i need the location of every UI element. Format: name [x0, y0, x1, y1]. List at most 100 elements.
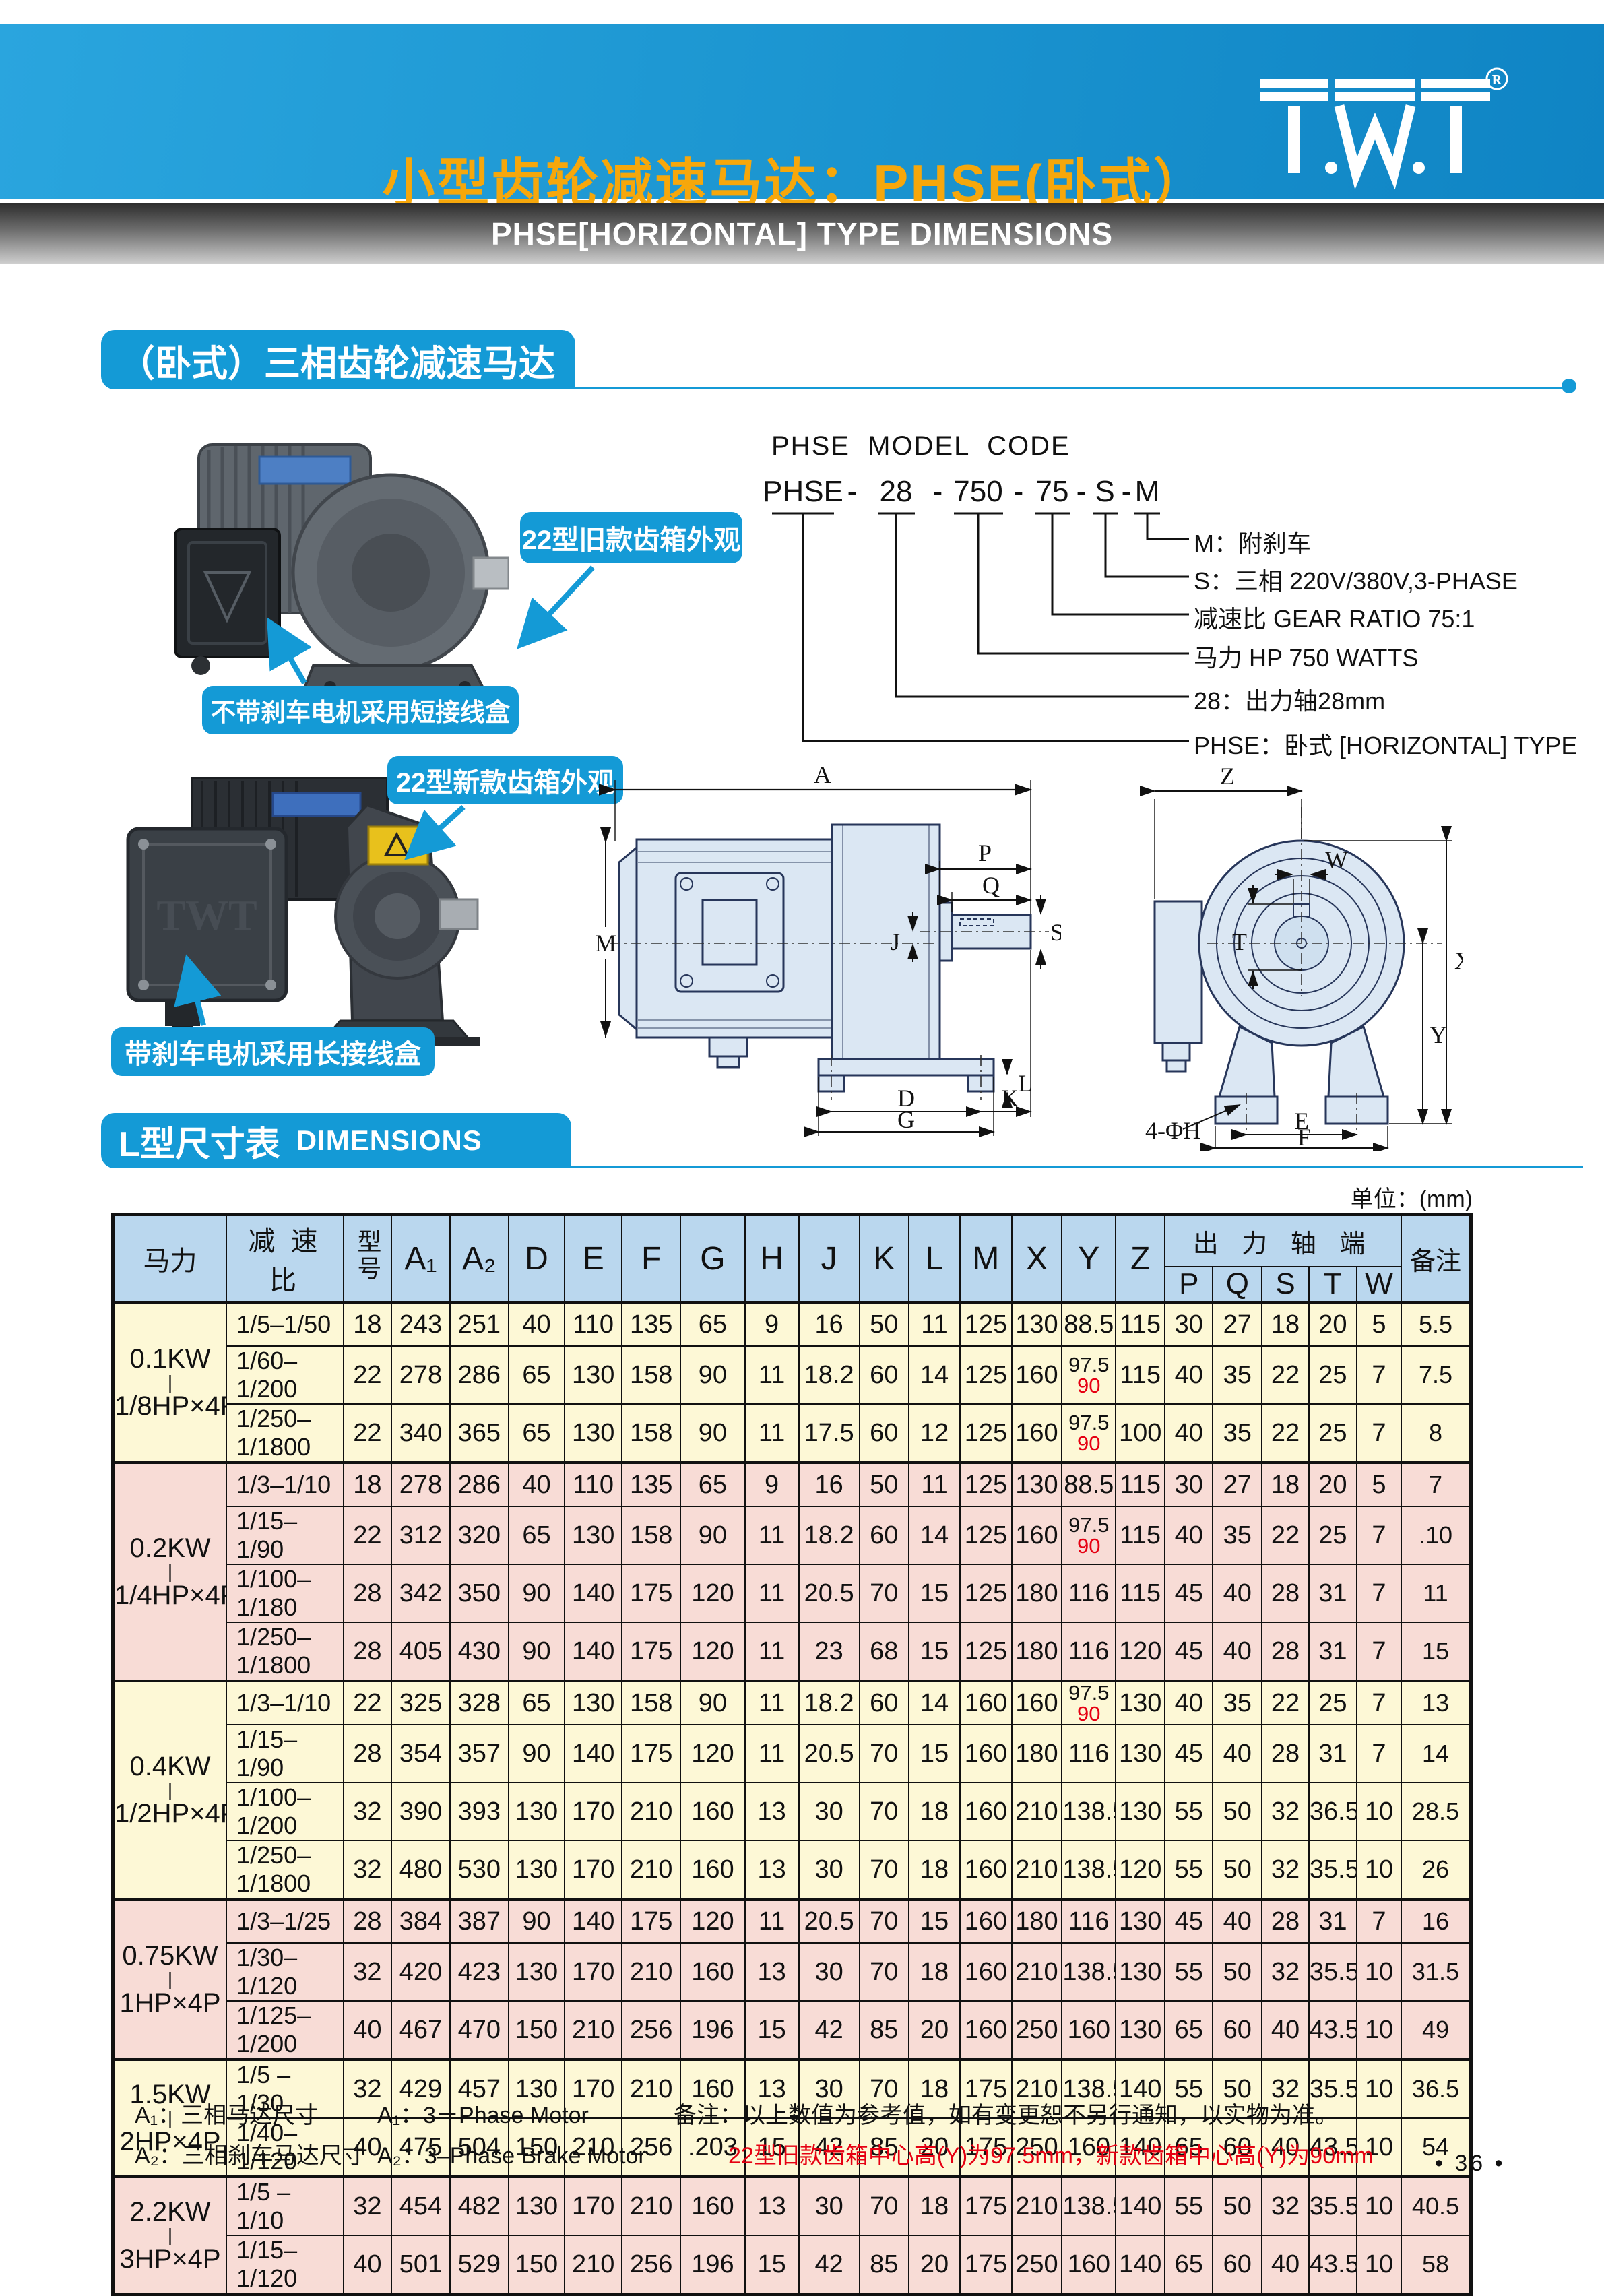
table-cell: 32 — [1261, 1782, 1310, 1841]
table-cell: 22 — [342, 1506, 392, 1565]
table-cell: 85 — [858, 2235, 909, 2295]
model-code-label-shaft: 28：出力轴28mm — [1194, 687, 1386, 715]
table-cell: 13 — [744, 1840, 800, 1900]
table-cell: 130 — [1115, 1680, 1166, 1725]
header-col-H: H — [744, 1213, 800, 1303]
table-cell: 13 — [744, 1942, 800, 2002]
table-cell: 251 — [449, 1301, 509, 1347]
table-cell: 116 — [1061, 1564, 1117, 1623]
table-cell: 130 — [1115, 1898, 1166, 1944]
table-cell: 286 — [449, 1461, 509, 1507]
table-cell: 70 — [858, 1564, 909, 1623]
table-cell: 35 — [1212, 1506, 1263, 1565]
table-cell: 15 — [907, 1898, 961, 1944]
table-cell: 467 — [390, 2000, 451, 2060]
table-cell: 470 — [449, 2000, 509, 2060]
table-cell: 1/250–1/1800 — [226, 1403, 344, 1463]
header-shaft-group: 出 力 轴 端 — [1164, 1213, 1402, 1267]
table-cell: 40 — [507, 1301, 566, 1347]
dim-table-body: 0.1KW | 1/8HP×4P 1/5–1/50 18 243 251 40 110 135 65… — [112, 1301, 1472, 2295]
table-cell: 158 — [621, 1345, 682, 1405]
table-cell: 175 — [621, 1564, 682, 1623]
table-cell: 130 — [564, 1403, 623, 1463]
banner: R 小型齿轮减速马达：PHSE(卧式） — [0, 24, 1604, 213]
header-col-A2: A₂ — [449, 1213, 509, 1303]
table-cell: 175 — [959, 2117, 1013, 2177]
table-cell: 125 — [959, 1461, 1013, 1507]
table-cell: 40 — [1212, 1724, 1263, 1783]
table-cell: 420 — [390, 1942, 451, 2002]
table-cell: 60 — [1212, 2117, 1263, 2177]
table-cell: 120 — [1115, 1840, 1166, 1900]
table-cell: 7 — [1356, 1506, 1402, 1565]
table-row: 1/100–1/180 28 342 350 90 140 175 120 11 20.5 70 15… — [113, 1564, 1472, 1623]
header-col-K: K — [858, 1213, 909, 1303]
header-model-text: 型号 — [354, 1228, 382, 1283]
power-line: 1/8HP×4P — [115, 1391, 227, 1421]
table-cell: 28 — [342, 1724, 392, 1783]
table-cell: 22 — [1261, 1345, 1310, 1405]
table-cell: 504 — [449, 2117, 509, 2177]
table-cell: 210 — [1010, 2175, 1063, 2236]
table-cell: 115 — [1115, 1461, 1166, 1507]
table-cell: 65 — [507, 1403, 566, 1463]
table-cell: 7 — [1356, 1622, 1402, 1682]
cell-value: 97.5 — [1068, 1353, 1110, 1376]
power-line: 0.1KW — [129, 1343, 211, 1374]
dim-label-M: M — [596, 930, 616, 957]
table-cell: 130 — [564, 1345, 623, 1405]
table-cell: 31.5 — [1400, 1942, 1472, 2002]
table-cell: 13 — [1400, 1680, 1472, 1725]
table-cell: 50 — [1212, 1782, 1263, 1841]
table-cell: 482 — [449, 2175, 509, 2236]
model-code-token: PHSE — [763, 475, 843, 508]
power-line: 1HP×4P — [119, 1987, 221, 2018]
header-col-W: W — [1356, 1266, 1402, 1304]
table-cell: 14 — [907, 1506, 961, 1565]
dim-label-4phiH: 4-ΦH — [1145, 1117, 1200, 1144]
table-cell: 160 — [680, 2175, 746, 2236]
header-col-Y: Y — [1061, 1213, 1117, 1303]
table-cell: 97.5 90 — [1061, 1680, 1117, 1725]
table-cell: 31 — [1308, 1622, 1358, 1682]
table-row: 0.2KW | 1/4HP×4P 1/3–1/10 18 278 286 40 110 135 65… — [112, 1461, 1472, 1682]
power-line: | — [167, 1969, 173, 1990]
table-cell: 32 — [342, 2058, 392, 2119]
table-cell: 390 — [390, 1782, 451, 1841]
dim-label-F: F — [1297, 1124, 1311, 1151]
table-cell: 210 — [564, 2117, 623, 2177]
power-cell: 1.5KW | 2HP×4P — [112, 2058, 228, 2177]
table-cell: 10 — [1356, 2058, 1402, 2119]
table-cell: 175 — [621, 1898, 682, 1944]
table-cell: 42 — [798, 2235, 860, 2295]
motor-photo-old-gearbox — [174, 443, 509, 726]
table-cell: 1/30–1/120 — [226, 1942, 344, 2002]
table-cell: .203 — [680, 2117, 746, 2177]
table-row: 1/30–1/120 32 420 423 130 170 210 160 13 30 70 18 16… — [113, 1942, 1472, 2002]
table-cell: 65 — [1164, 2000, 1214, 2060]
table-cell: 55 — [1164, 2175, 1214, 2236]
table-cell: 28 — [342, 1898, 392, 1944]
table-cell: 160 — [1010, 1403, 1063, 1463]
header-col-D: D — [507, 1213, 566, 1303]
table-cell: 250 — [1010, 2235, 1063, 2295]
table-cell: 40 — [1164, 1680, 1214, 1725]
callout-short-box-label: 不带刹车电机采用短接线盒 — [211, 699, 510, 726]
table-cell: 32 — [342, 1942, 392, 2002]
table-cell: 160 — [1010, 1506, 1063, 1565]
table-cell: 60 — [858, 1506, 909, 1565]
table-cell: 22 — [342, 1345, 392, 1405]
table-cell: 160 — [959, 2000, 1013, 2060]
table-cell: 55 — [1164, 1840, 1214, 1900]
model-code-label-s: S：三相 220V/380V,3-PHASE — [1194, 567, 1518, 595]
footnote-a1-en: A₁：3－Phase Motor — [377, 2103, 589, 2128]
table-cell: 7 — [1356, 1403, 1402, 1463]
power-line: | — [167, 2107, 173, 2129]
table-cell: 210 — [621, 1782, 682, 1841]
table-cell: 120 — [680, 1564, 746, 1623]
table-cell: 30 — [1164, 1301, 1214, 1347]
table-cell: 529 — [449, 2235, 509, 2295]
table-cell: 250 — [1010, 2117, 1063, 2177]
motor-photo-new-gearbox: TWT — [126, 777, 480, 1046]
table-cell: 20 — [1308, 1461, 1358, 1507]
